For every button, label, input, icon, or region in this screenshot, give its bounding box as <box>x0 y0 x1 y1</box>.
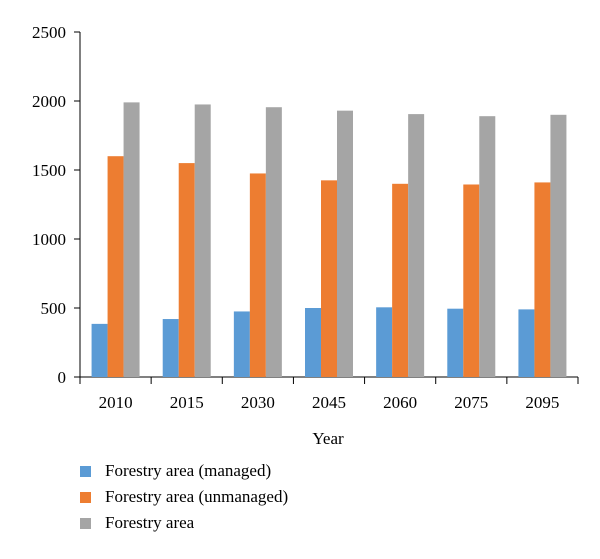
bar-2010-series-1 <box>107 156 124 377</box>
legend-swatch-managed <box>80 465 91 477</box>
bar-2075-series-2 <box>479 116 496 378</box>
y-tick-label: 500 <box>41 299 67 318</box>
bar-2010-series-2 <box>123 102 140 377</box>
legend-item-unmanaged: Forestry area (unmanaged) <box>80 484 288 510</box>
y-tick-label: 2000 <box>32 92 66 111</box>
bar-2060-series-1 <box>392 183 409 377</box>
legend-label-managed: Forestry area (managed) <box>105 461 272 480</box>
bar-2045-series-1 <box>321 180 337 377</box>
bar-2010-series-0 <box>91 323 108 377</box>
bar-2030-series-1 <box>249 173 266 377</box>
x-tick-label: 2060 <box>383 393 417 412</box>
bar-2095-series-0 <box>518 309 535 377</box>
bar-2060-series-0 <box>376 307 393 377</box>
y-tick-label: 1500 <box>32 161 66 180</box>
y-axis: 0 500 1000 1500 2000 2500 <box>32 23 81 387</box>
bar-2015-series-0 <box>162 319 179 377</box>
bar-2075-series-0 <box>447 308 464 377</box>
bar-2045-series-0 <box>305 308 321 377</box>
y-tick-label: 2500 <box>32 23 66 42</box>
x-tick-label: 2015 <box>170 393 204 412</box>
legend-label-unmanaged: Forestry area (unmanaged) <box>105 487 289 506</box>
legend-item-total: Forestry area <box>80 510 288 536</box>
x-axis: 2010 2015 2030 2045 2060 2075 2095 <box>79 376 579 412</box>
legend-swatch-unmanaged <box>80 491 91 503</box>
x-tick-label: 2010 <box>99 393 133 412</box>
x-axis-title: Year <box>312 429 344 448</box>
bar-2075-series-1 <box>463 184 480 377</box>
bar-2060-series-2 <box>408 114 425 378</box>
bar-2015-series-1 <box>178 163 195 377</box>
x-tick-label: 2095 <box>525 393 559 412</box>
x-tick-label: 2075 <box>454 393 488 412</box>
x-tick-label: 2045 <box>312 393 346 412</box>
bar-2095-series-1 <box>534 182 551 377</box>
bar-2095-series-2 <box>550 114 567 378</box>
y-tick-label: 0 <box>58 368 67 387</box>
bar-2045-series-2 <box>337 110 353 377</box>
legend-label-total: Forestry area <box>105 513 195 532</box>
legend-item-managed: Forestry area (managed) <box>80 458 288 484</box>
bar-2015-series-2 <box>194 104 211 377</box>
y-tick-label: 1000 <box>32 230 66 249</box>
x-tick-label: 2030 <box>241 393 275 412</box>
bar-2030-series-2 <box>265 107 282 378</box>
legend: Forestry area (managed) Forestry area (u… <box>80 458 288 536</box>
bars <box>91 102 567 378</box>
legend-swatch-total <box>80 517 91 529</box>
bar-2030-series-0 <box>233 311 250 377</box>
